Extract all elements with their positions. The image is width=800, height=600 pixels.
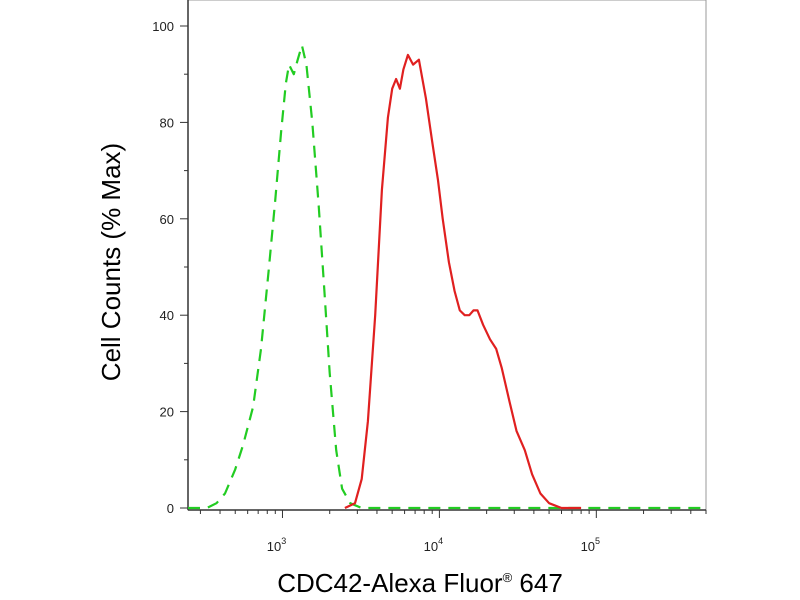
cdc42-stained-curve xyxy=(344,53,582,510)
y-tick-label: 60 xyxy=(160,212,174,227)
y-tick-label: 100 xyxy=(152,19,174,34)
x-tick-base: 10 xyxy=(424,539,438,554)
x-tick-base: 10 xyxy=(581,539,595,554)
y-tick-label: 40 xyxy=(160,308,174,323)
x-tick-label: 103 xyxy=(267,536,286,554)
x-tick-exponent: 5 xyxy=(595,536,600,546)
y-tick-label: 80 xyxy=(160,115,174,130)
y-axis-ticks: 0 20 40 60 80 100 xyxy=(152,19,188,516)
isotype-control-curve xyxy=(188,44,706,510)
x-tick-exponent: 4 xyxy=(438,536,443,546)
y-axis-title: Cell Counts (% Max) xyxy=(96,143,126,381)
x-tick-base: 10 xyxy=(267,539,281,554)
y-tick-label: 0 xyxy=(167,501,174,516)
x-axis-title-main: CDC42-Alexa Fluor xyxy=(277,568,503,598)
x-axis-title: CDC42-Alexa Fluor® 647 xyxy=(277,568,563,598)
x-axis-title-suffix: 647 xyxy=(512,568,563,598)
y-tick-label: 20 xyxy=(160,405,174,420)
histogram-series xyxy=(188,44,706,510)
x-axis-ticks: 103 104 105 xyxy=(199,510,707,554)
x-tick-exponent: 3 xyxy=(281,536,286,546)
x-axis-title-registered-mark: ® xyxy=(503,570,513,585)
x-tick-label: 104 xyxy=(424,536,443,554)
x-tick-label: 105 xyxy=(581,536,600,554)
